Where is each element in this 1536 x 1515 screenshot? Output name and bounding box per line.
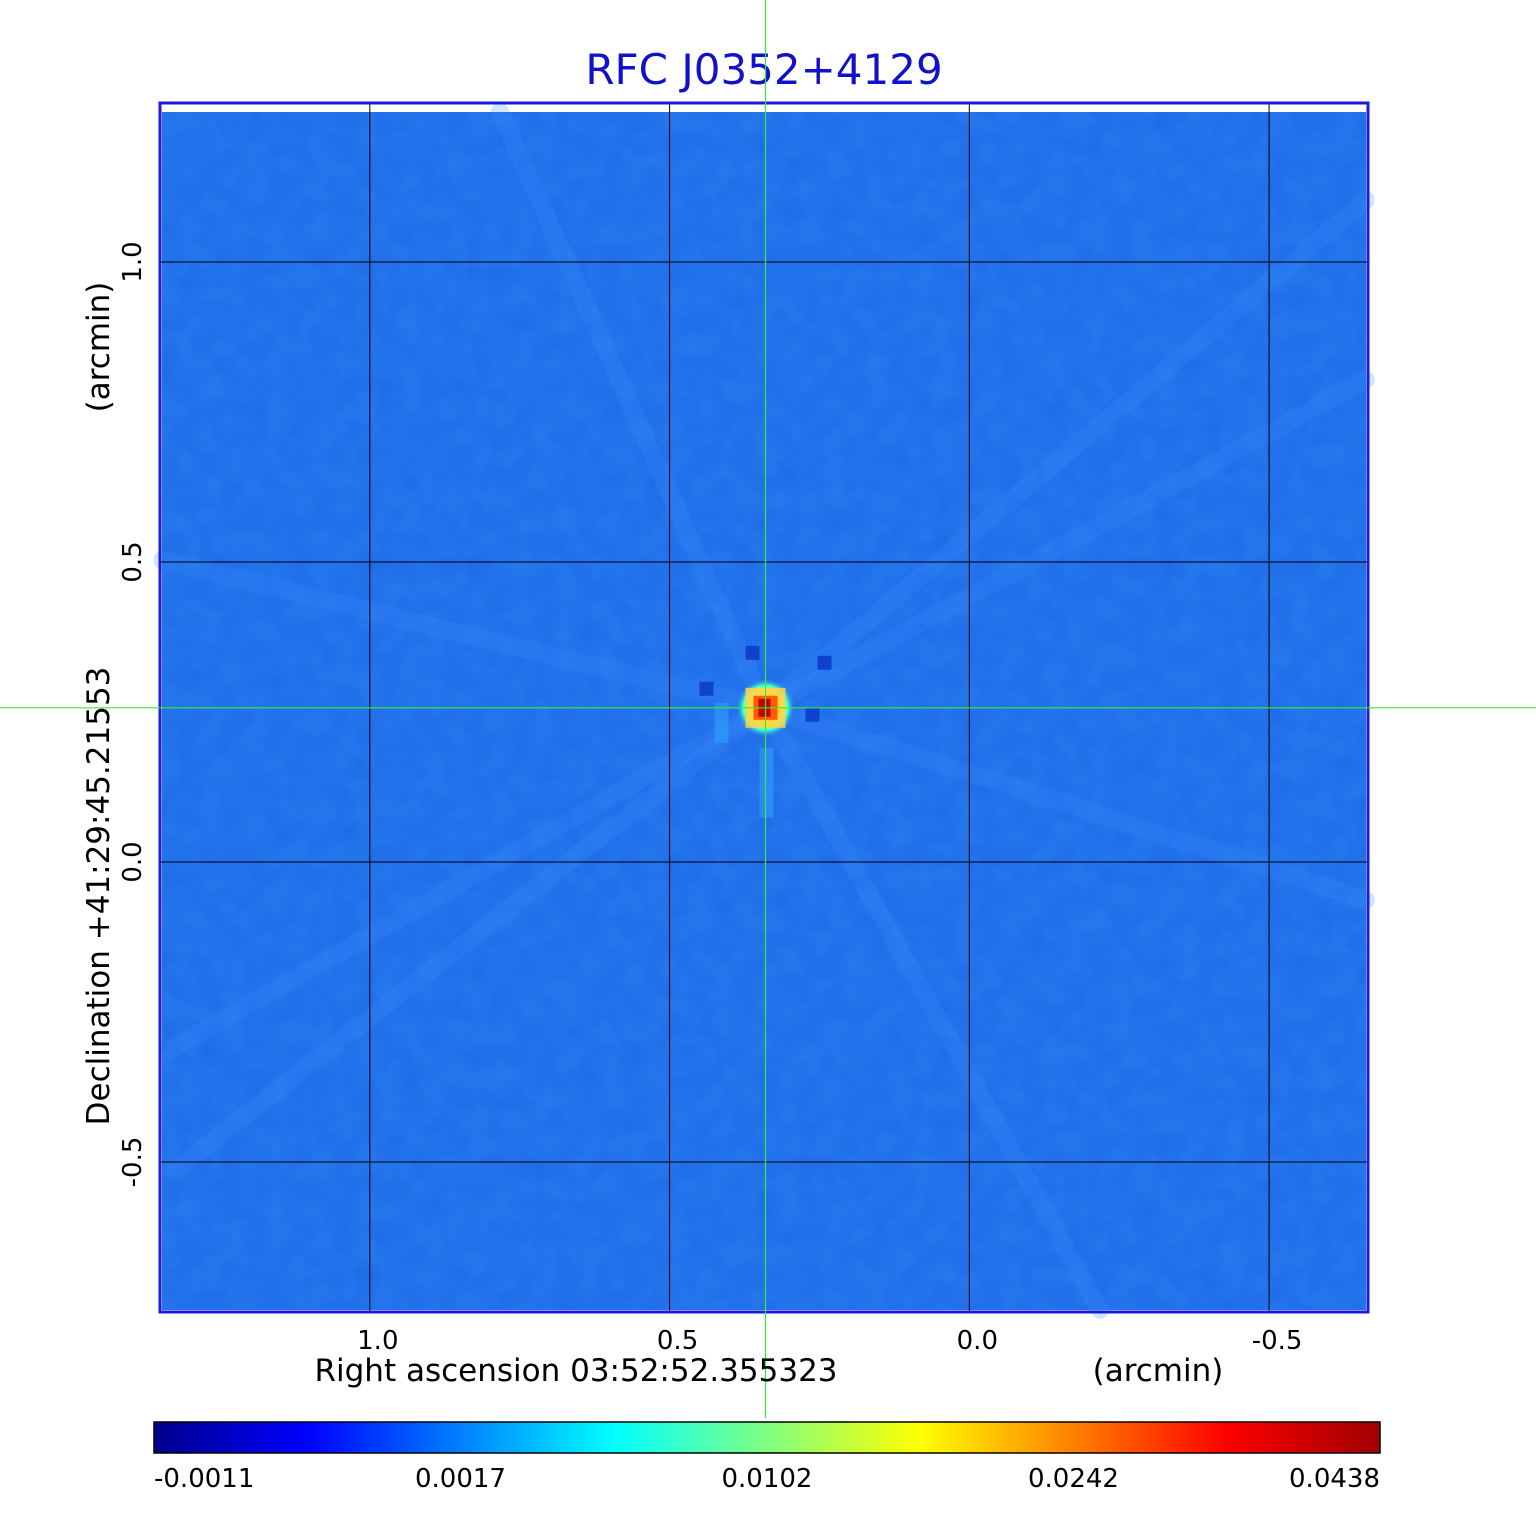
colorbar-tick-labels: -0.0011 0.0017 0.0102 0.0242 0.0438 [154, 1464, 1380, 1494]
colorbar-tick-label: 0.0438 [1289, 1464, 1380, 1494]
sidelobe-streaks [153, 103, 1375, 1319]
x-tick-label: 1.0 [357, 1326, 398, 1356]
colorbar-gradient [153, 1421, 1381, 1454]
sidelobe-dark-2 [805, 707, 820, 722]
colorbar-tick-label: -0.0011 [154, 1464, 254, 1494]
streak-2 [756, 371, 1375, 717]
colorbar-tick-label: 0.0242 [1028, 1464, 1119, 1494]
y-tick-label: 0.5 [118, 541, 148, 582]
streak-4 [491, 103, 775, 717]
streak-5 [756, 698, 1109, 1319]
y-axis-unit: (arcmin) [81, 282, 117, 413]
chart-title: RFC J0352+4129 [585, 45, 942, 94]
streak-0 [756, 191, 1375, 717]
colorbar-tick-label: 0.0102 [722, 1464, 813, 1494]
image-field [153, 103, 1375, 1319]
x-tick-label: -0.5 [1252, 1326, 1303, 1356]
y-tick-label: 0.0 [118, 841, 148, 882]
x-axis-label: Right ascension 03:52:52.355323 [314, 1353, 837, 1389]
y-tick-label: -0.5 [118, 1137, 148, 1188]
streak-7 [756, 698, 1375, 909]
x-tick-label: 0.0 [957, 1326, 998, 1356]
sidelobe-bright-0 [759, 747, 774, 818]
streak-1 [166, 698, 775, 1179]
sidelobe-bright-1 [714, 702, 729, 743]
y-axis-label: Declination +41:29:45.21553 [81, 667, 117, 1126]
sidelobe-dark-0 [745, 645, 760, 660]
y-tick-label: 1.0 [118, 241, 148, 282]
sidelobe-dark-1 [817, 655, 832, 670]
colorbar: -0.0011 0.0017 0.0102 0.0242 0.0438 [153, 1421, 1381, 1494]
sidelobe-dark-3 [699, 681, 714, 696]
streak-3 [161, 698, 775, 1059]
x-axis-unit: (arcmin) [1093, 1353, 1224, 1389]
x-tick-label: 0.5 [657, 1326, 698, 1356]
colorbar-tick-label: 0.0017 [415, 1464, 506, 1494]
crosshair [0, 0, 1536, 1418]
y-axis-ticks: 1.0 0.5 0.0 -0.5 [118, 241, 148, 1187]
x-axis-ticks: 1.0 0.5 0.0 -0.5 [357, 1326, 1302, 1356]
streak-6 [153, 551, 775, 717]
